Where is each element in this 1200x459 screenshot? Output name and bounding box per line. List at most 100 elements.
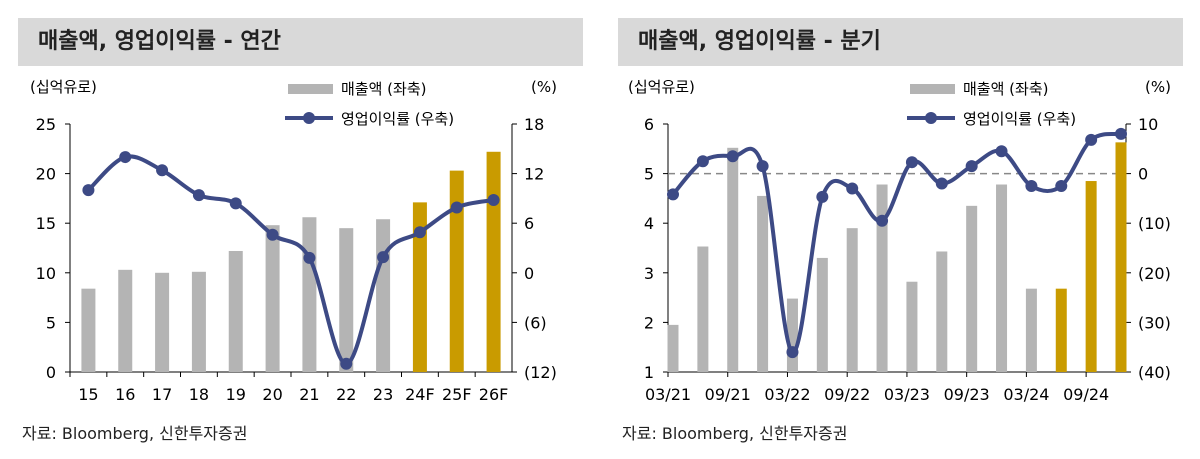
revenue-bar [757,195,769,372]
x-tick-label: 15 [78,385,98,404]
revenue-bar [81,288,96,372]
operating-margin-point [876,214,889,227]
left-tick-label: 4 [644,214,654,233]
operating-margin-point [1115,127,1127,140]
right-axis-unit: (%) [531,78,557,96]
left-tick-label: 1 [644,363,654,382]
revenue-bar [1115,142,1127,372]
revenue-bar [118,269,133,372]
x-tick-label: 22 [336,385,356,404]
legend-bar-label: 매출액 (좌축) [963,80,1048,98]
left-tick-label: 20 [36,165,56,184]
x-tick-label: 03/23 [884,385,930,404]
left-tick-label: 2 [644,313,654,332]
operating-margin-point [1025,180,1038,192]
x-tick-label: 21 [299,385,319,404]
quarterly-chart-panel: 매출액, 영업이익률 - 분기 (십억유로) (%) 매출액 (좌축) 영업이익률 (… [600,0,1183,459]
x-tick-label: 09/23 [944,385,990,404]
operating-margin-point [905,156,918,169]
legend-line-marker [303,112,315,124]
right-axis-unit: (%) [1145,78,1171,96]
right-tick-label: 12 [524,165,544,184]
revenue-bar [339,228,354,372]
x-tick-label: 20 [262,385,282,404]
revenue-bar [816,257,828,372]
revenue-bar [449,170,464,372]
annual-chart-panel: 매출액, 영업이익률 - 연간 (십억유로) (%) 매출액 (좌축) 영업이익률 (… [0,0,583,459]
operating-margin-point [82,184,95,197]
x-tick-label: 17 [152,385,172,404]
operating-margin-point [667,188,679,201]
right-tick-label: (30) [1138,313,1171,332]
left-axis-unit: (십억유로) [628,78,695,96]
revenue-bar [936,251,948,372]
x-tick-label: 03/21 [645,385,691,404]
legend-line-label: 영업이익률 (우축) [341,110,454,128]
operating-margin-point [229,197,242,210]
operating-margin-line [87,154,494,366]
x-tick-label: 25F [442,385,472,404]
right-tick-label: 6 [524,214,534,233]
operating-margin-point [696,155,709,168]
x-tick-label: 03/24 [1003,385,1049,404]
left-axis-unit: (십억유로) [30,78,97,96]
left-tick-label: 25 [36,115,56,134]
revenue-bar [155,272,170,372]
revenue-bar [846,228,858,372]
left-tick-label: 3 [644,264,654,283]
right-tick-label: 10 [1138,115,1158,134]
annual-chart: (십억유로) (%) 매출액 (좌축) 영업이익률 (우축) 0 5 10 15 20 25 (12… [30,78,557,404]
revenue-bar [786,298,798,372]
right-tick-label: (40) [1138,363,1171,382]
left-tick-label: 6 [644,115,654,134]
operating-margin-point [1055,180,1068,192]
revenue-bar [486,151,501,372]
operating-margin-point [450,201,463,214]
operating-margin-point [786,346,799,359]
x-tick-label: 26F [479,385,509,404]
operating-margin-point [487,194,500,207]
revenue-bar [1025,288,1037,372]
legend-bar-swatch [288,84,333,94]
right-tick-label: 18 [524,115,544,134]
operating-margin-point [303,251,316,264]
revenue-bar [697,246,709,372]
chart-title: 매출액, 영업이익률 - 분기 [618,18,1183,66]
x-tick-label: 09/21 [705,385,751,404]
right-tick-label: (12) [524,363,557,382]
operating-margin-point [965,160,978,173]
x-tick-label: 16 [115,385,135,404]
revenue-bar [906,281,918,372]
operating-margin-point [935,177,948,190]
left-tick-label: 5 [644,165,654,184]
revenue-bar [412,202,427,372]
legend-bar-swatch [910,84,955,94]
left-tick-label: 5 [46,313,56,332]
revenue-bar [376,219,391,372]
revenue-bar [996,184,1008,372]
legend-bar-label: 매출액 (좌축) [341,80,426,98]
operating-margin-line [671,131,1122,355]
operating-margin-point [192,189,205,202]
left-tick-label: 0 [46,363,56,382]
revenue-bar [228,250,243,372]
x-tick-label: 18 [189,385,209,404]
x-tick-label: 24F [405,385,435,404]
operating-margin-point [995,145,1008,158]
operating-margin-point [413,226,426,239]
x-tick-label: 19 [226,385,246,404]
revenue-bar [667,324,679,372]
revenue-bar [1085,181,1097,372]
revenue-bar [876,184,888,372]
x-tick-label: 09/24 [1063,385,1109,404]
operating-margin-point [756,160,769,173]
quarterly-chart: (십억유로) (%) 매출액 (좌축) 영업이익률 (우축) 1 2 3 4 5 6 (40) (30… [628,78,1171,404]
revenue-bar [302,217,317,372]
chart-title: 매출액, 영업이익률 - 연간 [18,18,583,66]
revenue-bar [265,225,280,372]
operating-margin-point [377,251,390,264]
revenue-bar [1055,288,1067,372]
right-tick-label: (20) [1138,264,1171,283]
revenue-bar [727,147,739,372]
right-tick-label: 0 [1138,165,1148,184]
